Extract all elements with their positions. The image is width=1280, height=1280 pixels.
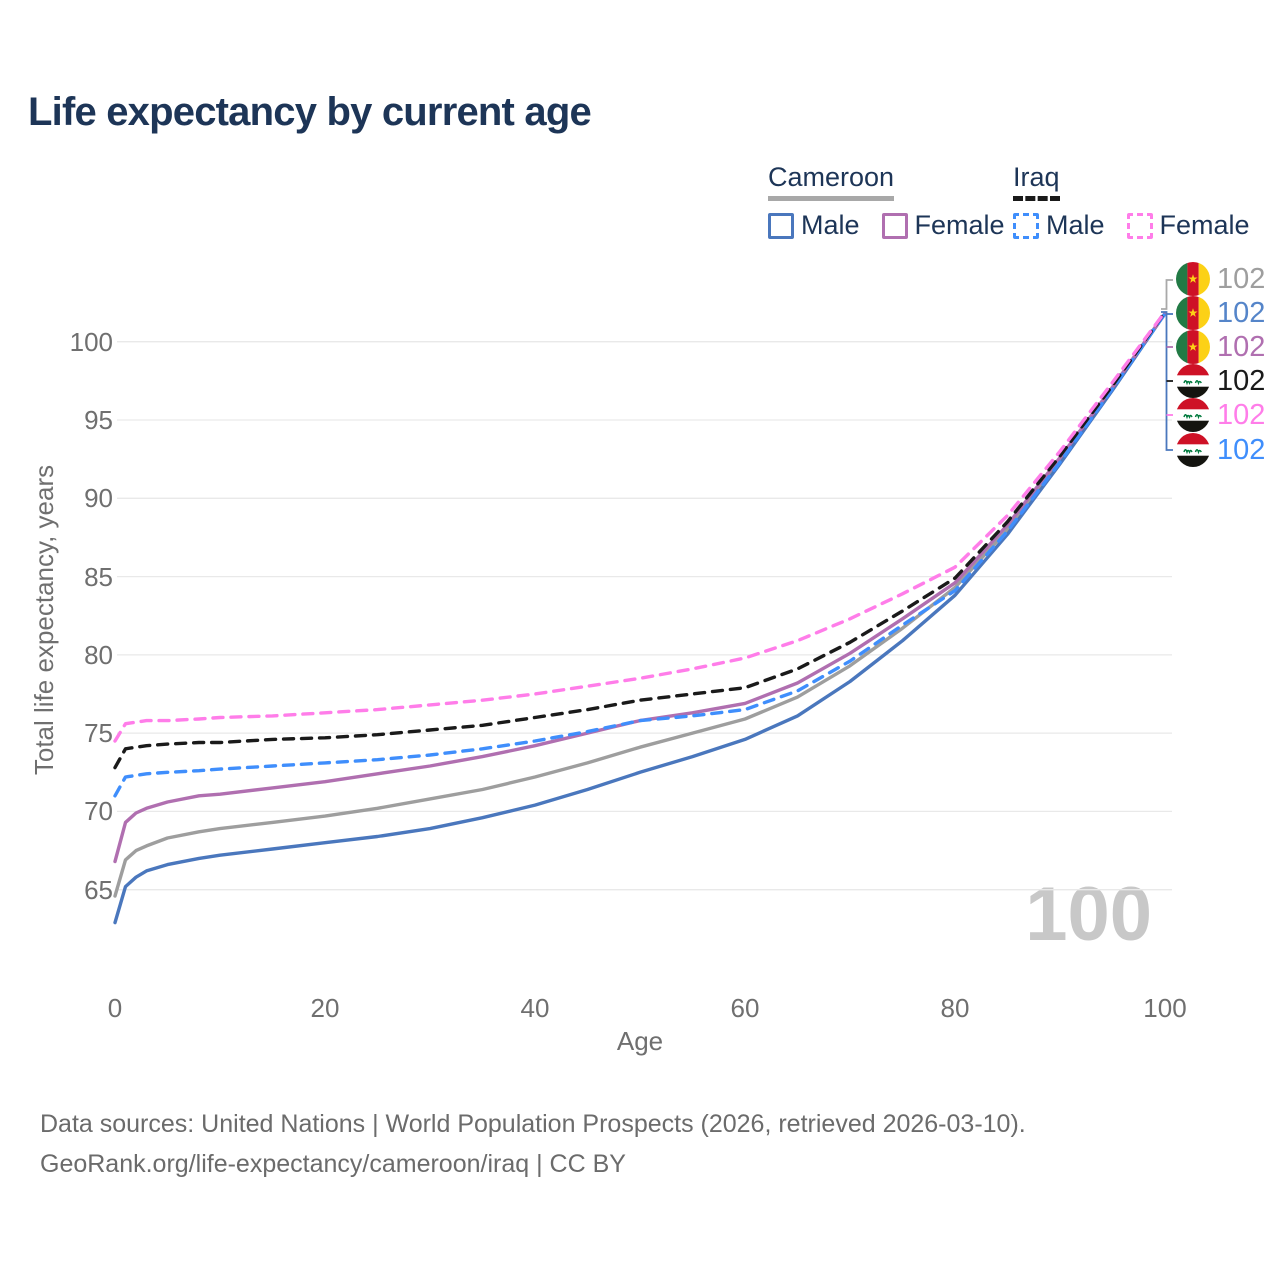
series-line-cameroon-male <box>113 311 1167 925</box>
series-line-cameroon-female <box>113 311 1167 864</box>
legend-header-cameroon[interactable]: Cameroon <box>768 162 895 201</box>
leader-lines <box>1161 279 1173 451</box>
x-axis-title: Age <box>616 1026 664 1056</box>
y-tick-65: 65 <box>84 875 113 905</box>
legend-entry-iraq-female[interactable]: Female <box>1126 210 1250 241</box>
legend-entry-iraq-male[interactable]: Male <box>1013 210 1105 241</box>
legend-entry-cameroon-female[interactable]: Female <box>881 210 1005 241</box>
page-title: Life expectancy by current age <box>28 90 592 134</box>
legend-label: Male <box>801 210 860 240</box>
legend-label: Male <box>1046 210 1105 240</box>
x-tick-0: 0 <box>107 993 123 1023</box>
cameroon-flag-icon <box>1176 262 1210 296</box>
legend-group-iraq: Iraq Male Female <box>1013 162 1272 241</box>
iraq-female-swatch-icon <box>1126 212 1153 239</box>
cameroon-flag-icon <box>1176 296 1210 330</box>
iraq-flag-icon <box>1176 433 1210 467</box>
y-tick-100: 100 <box>69 327 113 357</box>
y-tick-95: 95 <box>84 405 113 435</box>
end-value: 102 <box>1217 398 1266 431</box>
iraq-male-swatch-icon <box>1013 212 1039 239</box>
x-tick-100: 100 <box>1143 993 1187 1023</box>
y-tick-80: 80 <box>84 640 113 670</box>
y-tick-75: 75 <box>84 718 113 748</box>
iraq-flag-icon <box>1176 364 1210 398</box>
gridlines <box>117 341 1172 891</box>
end-label-iraq-male: 102 <box>1176 433 1265 467</box>
legend-label: Female <box>1159 210 1250 240</box>
y-tick-90: 90 <box>84 483 113 513</box>
x-tick-60: 60 <box>730 993 760 1023</box>
end-value: 102 <box>1217 364 1266 397</box>
series-line-iraq-total <box>113 310 1167 770</box>
series-line-iraq-female <box>113 310 1167 743</box>
end-value: 102 <box>1217 262 1266 295</box>
x-tick-20: 20 <box>310 993 340 1023</box>
end-value: 102 <box>1217 296 1266 329</box>
x-tick-40: 40 <box>520 993 550 1023</box>
legend-row-cameroon: Male Female <box>768 210 1027 241</box>
cameroon-female-swatch-icon <box>881 212 908 239</box>
end-label-cameroon-female: 102 <box>1176 330 1265 364</box>
y-tick-70: 70 <box>84 796 113 826</box>
attribution-text: GeoRank.org/life-expectancy/cameroon/ira… <box>40 1150 626 1178</box>
cameroon-male-swatch-icon <box>768 212 794 239</box>
legend-label: Female <box>914 210 1005 240</box>
x-tick-80: 80 <box>940 993 970 1023</box>
end-label-iraq-female: 102 <box>1176 398 1265 432</box>
y-tick-85: 85 <box>84 562 113 592</box>
end-value: 102 <box>1217 433 1266 466</box>
series-line-cameroon-total <box>113 311 1167 898</box>
series-line-iraq-male <box>113 311 1167 798</box>
data-sources-text: Data sources: United Nations | World Pop… <box>40 1110 1026 1138</box>
legend-header-iraq[interactable]: Iraq <box>1013 162 1060 201</box>
end-label-cameroon-male: 102 <box>1176 296 1265 330</box>
end-value: 102 <box>1217 330 1266 363</box>
legend-entry-cameroon-male[interactable]: Male <box>768 210 860 241</box>
legend-row-iraq: Male Female <box>1013 210 1272 241</box>
end-label-iraq-total: 102 <box>1176 364 1265 398</box>
iraq-flag-icon <box>1176 398 1210 432</box>
cameroon-flag-icon <box>1176 330 1210 364</box>
end-label-cameroon-total: 102 <box>1176 262 1265 296</box>
legend-group-cameroon: Cameroon Male Female <box>768 162 1027 241</box>
series-lines <box>113 310 1167 925</box>
